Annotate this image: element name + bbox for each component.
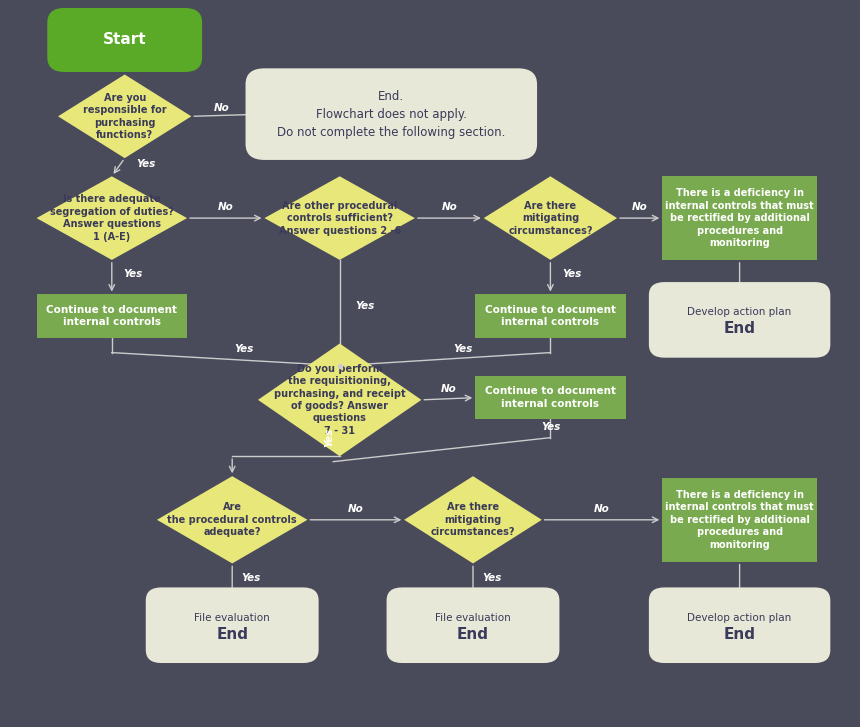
Text: No: No — [594, 504, 610, 514]
Polygon shape — [157, 476, 308, 563]
Text: No: No — [440, 384, 456, 394]
Text: Yes: Yes — [562, 268, 581, 278]
Polygon shape — [37, 177, 187, 260]
FancyBboxPatch shape — [146, 587, 319, 663]
Polygon shape — [483, 177, 617, 260]
Text: No: No — [348, 504, 364, 514]
FancyBboxPatch shape — [246, 68, 537, 160]
FancyBboxPatch shape — [475, 294, 625, 338]
FancyBboxPatch shape — [662, 177, 817, 260]
FancyBboxPatch shape — [37, 294, 187, 338]
FancyBboxPatch shape — [387, 587, 560, 663]
Polygon shape — [404, 476, 542, 563]
FancyBboxPatch shape — [648, 282, 830, 358]
Text: Yes: Yes — [482, 574, 501, 583]
Text: Yes: Yes — [324, 428, 335, 447]
Text: Develop action plan: Develop action plan — [687, 613, 792, 623]
Text: No: No — [441, 202, 458, 212]
FancyBboxPatch shape — [47, 8, 202, 72]
Text: Are other procedural
controls sufficient?
Answer questions 2 -6: Are other procedural controls sufficient… — [279, 201, 401, 236]
Text: There is a deficiency in
internal controls that must
be rectified by additional
: There is a deficiency in internal contro… — [666, 490, 814, 550]
Text: Yes: Yes — [454, 344, 473, 354]
Polygon shape — [258, 344, 421, 457]
Text: Is there adequate
segregation of duties?
Answer questions
1 (A-E): Is there adequate segregation of duties?… — [50, 195, 174, 241]
Text: Yes: Yes — [242, 574, 261, 583]
Text: End: End — [723, 627, 756, 642]
FancyBboxPatch shape — [648, 587, 830, 663]
Text: Are there
mitigating
circumstances?: Are there mitigating circumstances? — [431, 502, 515, 537]
Text: There is a deficiency in
internal controls that must
be rectified by additional
: There is a deficiency in internal contro… — [666, 188, 814, 248]
Text: Yes: Yes — [542, 422, 561, 433]
Text: Are
the procedural controls
adequate?: Are the procedural controls adequate? — [168, 502, 297, 537]
FancyBboxPatch shape — [475, 376, 625, 419]
Text: End.
Flowchart does not apply.
Do not complete the following section.: End. Flowchart does not apply. Do not co… — [277, 89, 506, 139]
Text: No: No — [632, 202, 648, 212]
Text: Continue to document
internal controls: Continue to document internal controls — [485, 387, 616, 409]
Text: Start: Start — [103, 33, 146, 47]
Text: Yes: Yes — [137, 158, 156, 169]
Polygon shape — [58, 75, 191, 158]
Text: Yes: Yes — [355, 301, 374, 311]
Text: End: End — [216, 627, 249, 642]
Text: Are there
mitigating
circumstances?: Are there mitigating circumstances? — [508, 201, 593, 236]
Text: No: No — [213, 103, 230, 113]
Text: File evaluation: File evaluation — [194, 613, 270, 623]
Text: End: End — [457, 627, 489, 642]
Text: Continue to document
internal controls: Continue to document internal controls — [46, 305, 177, 327]
Text: Develop action plan: Develop action plan — [687, 308, 792, 318]
Text: End: End — [723, 321, 756, 337]
Text: Yes: Yes — [234, 344, 254, 354]
Text: Do you perform
the requisitioning,
purchasing, and receipt
of goods? Answer
ques: Do you perform the requisitioning, purch… — [273, 364, 406, 436]
Text: Yes: Yes — [124, 268, 143, 278]
Text: Continue to document
internal controls: Continue to document internal controls — [485, 305, 616, 327]
Text: File evaluation: File evaluation — [435, 613, 511, 623]
Text: No: No — [218, 202, 234, 212]
FancyBboxPatch shape — [662, 478, 817, 561]
Text: Are you
responsible for
purchasing
functions?: Are you responsible for purchasing funct… — [83, 93, 167, 140]
Polygon shape — [265, 177, 415, 260]
